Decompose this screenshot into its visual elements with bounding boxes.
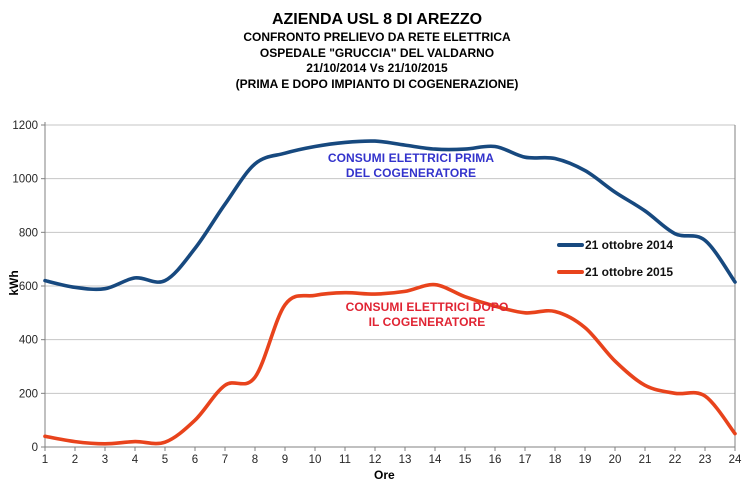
legend-label-2015: 21 ottobre 2015 xyxy=(585,264,674,279)
x-tick-label: 6 xyxy=(192,454,198,466)
annotation-before-line1: CONSUMI ELETTRICI PRIMA xyxy=(327,151,495,165)
x-tick-label: 17 xyxy=(519,454,532,466)
chart-title-block: AZIENDA USL 8 DI AREZZO CONFRONTO PRELIE… xyxy=(0,10,754,92)
annotation-after-line1: CONSUMI ELETTRICI DOPO xyxy=(345,300,509,314)
x-tick-label: 11 xyxy=(339,454,351,466)
x-tick-label: 2 xyxy=(72,454,78,466)
legend-item-2014: 21 ottobre 2014 xyxy=(557,231,673,258)
x-tick-label: 24 xyxy=(729,454,742,466)
x-tick-label: 18 xyxy=(549,454,562,466)
x-tick-label: 14 xyxy=(429,454,442,466)
x-tick-label: 12 xyxy=(369,454,382,466)
y-tick-label: 800 xyxy=(19,227,38,239)
annotation-before-line2: DEL COGENERATORE xyxy=(345,166,477,180)
x-tick-label: 15 xyxy=(459,454,472,466)
legend-swatch-2015 xyxy=(557,269,584,274)
x-tick-label: 20 xyxy=(609,454,622,466)
chart-subtitle-1: CONFRONTO PRELIEVO DA RETE ELETTRICA xyxy=(243,30,511,44)
x-tick-label: 22 xyxy=(669,454,682,466)
x-tick-label: 1 xyxy=(42,454,48,466)
x-tick-label: 13 xyxy=(399,454,412,466)
y-tick-label: 1000 xyxy=(12,174,38,186)
x-axis-title: Ore xyxy=(374,468,395,482)
annotation-before-cogenerator: CONSUMI ELETTRICI PRIMA DEL COGENERATORE xyxy=(299,151,523,181)
legend-item-2015: 21 ottobre 2015 xyxy=(557,258,673,285)
x-tick-label: 8 xyxy=(252,454,258,466)
x-tick-label: 10 xyxy=(309,454,322,466)
y-axis-title: kWh xyxy=(7,270,21,296)
annotation-after-cogenerator: CONSUMI ELETTRICI DOPO IL COGENERATORE xyxy=(315,300,539,330)
x-tick-label: 7 xyxy=(222,454,228,466)
x-tick-label: 3 xyxy=(102,454,108,466)
x-tick-label: 19 xyxy=(579,454,592,466)
chart-subtitle-3: 21/10/2014 Vs 21/10/2015 xyxy=(306,61,448,75)
legend-label-2014: 21 ottobre 2014 xyxy=(585,237,674,252)
y-tick-label: 1200 xyxy=(12,120,38,132)
series-line-2015 xyxy=(43,282,737,446)
y-tick-label: 600 xyxy=(19,281,38,293)
chart-subtitle-2: OSPEDALE "GRUCCIA" DEL VALDARNO xyxy=(259,45,495,60)
x-tick-label: 5 xyxy=(162,454,168,466)
chart-subtitle-4: (PRIMA E DOPO IMPIANTO DI COGENERAZIONE) xyxy=(235,76,519,91)
chart-title: AZIENDA USL 8 DI AREZZO xyxy=(271,11,483,28)
x-tick-label: 4 xyxy=(132,454,139,466)
x-tick-label: 21 xyxy=(639,454,652,466)
x-tick-label: 16 xyxy=(489,454,502,466)
x-tick-label: 9 xyxy=(282,454,288,466)
y-tick-label: 400 xyxy=(19,335,38,347)
series-line-2014 xyxy=(43,139,737,292)
annotation-after-line2: IL COGENERATORE xyxy=(368,315,486,329)
x-tick-label: 23 xyxy=(699,454,712,466)
y-tick-label: 200 xyxy=(19,388,38,400)
legend: 21 ottobre 2014 21 ottobre 2015 xyxy=(557,231,673,285)
legend-swatch-2014 xyxy=(557,242,584,247)
y-tick-label: 0 xyxy=(32,442,38,454)
